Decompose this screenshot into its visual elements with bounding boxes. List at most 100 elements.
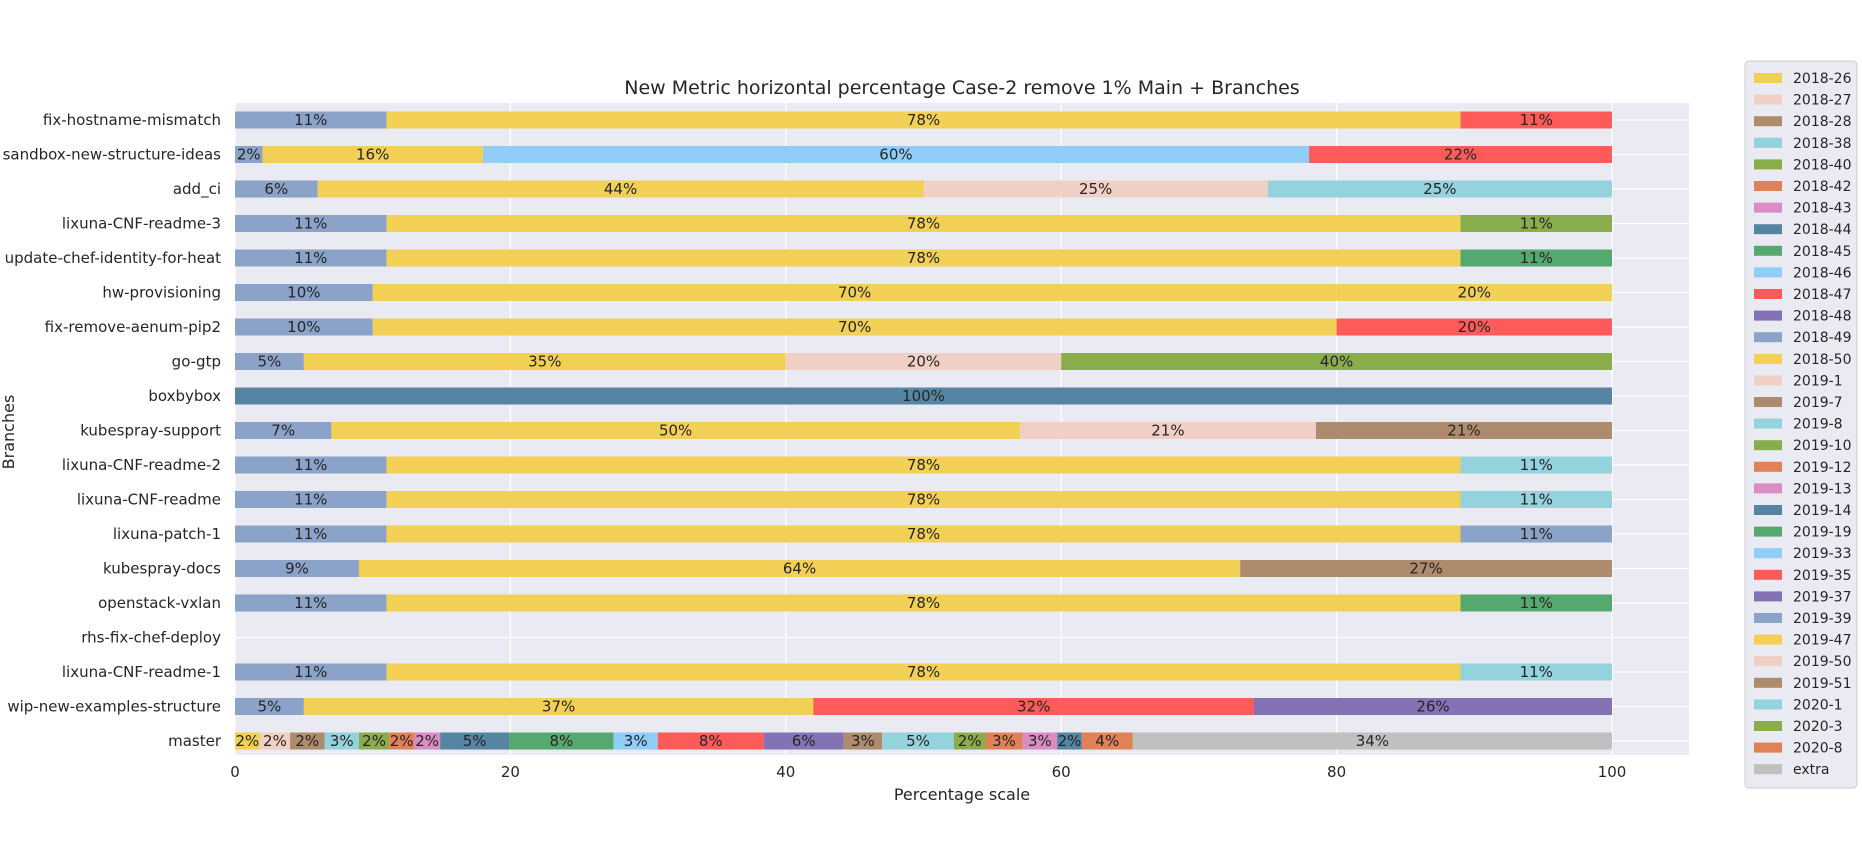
bar-data-label: 78% <box>907 456 940 474</box>
legend-label: 2018-47 <box>1793 287 1852 303</box>
legend-swatch <box>1754 461 1782 472</box>
bar-segment <box>235 732 260 750</box>
legend-label: 2018-45 <box>1793 244 1852 260</box>
legend-label: 2019-1 <box>1793 373 1843 389</box>
y-tick-label: fix-hostname-mismatch <box>43 111 221 129</box>
legend-swatch <box>1754 181 1782 191</box>
bar-data-label: 26% <box>1416 698 1449 716</box>
legend-swatch <box>1754 742 1782 753</box>
legend-label: 2018-26 <box>1793 71 1852 87</box>
y-axis-label: Branches <box>0 395 18 470</box>
bar-data-label: 2% <box>390 732 414 750</box>
legend-swatch <box>1754 202 1782 213</box>
legend-swatch <box>1754 289 1782 299</box>
legend-swatch <box>1754 418 1782 429</box>
legend-swatch <box>1754 634 1782 645</box>
bar-segment <box>1460 491 1612 508</box>
bar-segment <box>1081 732 1133 750</box>
bar-segment <box>235 560 359 577</box>
bar-data-label: 11% <box>294 491 327 509</box>
bar-data-label: 22% <box>1444 146 1477 164</box>
bar-segment <box>235 111 387 129</box>
legend-label: 2019-50 <box>1793 654 1852 670</box>
bar-data-label: 3% <box>992 732 1016 750</box>
legend-swatch <box>1754 721 1782 731</box>
legend-label: 2019-39 <box>1793 611 1852 627</box>
chart-title: New Metric horizontal percentage Case-2 … <box>624 77 1299 99</box>
bar-segment <box>482 146 1310 163</box>
legend-label: 2018-27 <box>1793 93 1852 109</box>
bar-data-label: 78% <box>907 594 940 612</box>
y-tick-label: kubespray-docs <box>103 560 221 578</box>
bar-data-label: 6% <box>792 732 816 750</box>
legend-label: 2019-14 <box>1793 503 1852 519</box>
legend-label: 2018-42 <box>1793 179 1852 195</box>
bar-segment <box>657 732 764 750</box>
bar-data-label: 7% <box>271 422 295 440</box>
legend-label: 2019-37 <box>1793 589 1852 605</box>
bar-data-label: 11% <box>1520 215 1553 233</box>
bar-segment <box>386 456 1461 474</box>
y-tick-label: hw-provisioning <box>102 284 221 302</box>
legend-swatch <box>1754 591 1782 602</box>
bar-data-label: 5% <box>258 353 282 371</box>
bar-segment <box>324 732 359 750</box>
bar-data-label: 11% <box>1520 491 1553 509</box>
bar-segment <box>235 525 387 543</box>
legend-swatch <box>1754 699 1782 710</box>
legend-swatch <box>1754 267 1782 278</box>
x-tick-label: 60 <box>1052 763 1071 781</box>
bar-data-label: 4% <box>1095 732 1119 750</box>
bar-data-label: 11% <box>294 525 327 543</box>
bar-data-label: 21% <box>1447 422 1480 440</box>
legend-label: 2018-44 <box>1793 222 1852 238</box>
bar-segment <box>389 732 415 750</box>
bar-segment <box>317 180 924 198</box>
bar-data-label: 2% <box>362 732 386 750</box>
x-axis-label: Percentage scale <box>894 785 1030 804</box>
bar-segment <box>1460 663 1612 681</box>
legend-label: 2018-46 <box>1793 265 1852 281</box>
bar-data-label: 11% <box>1520 663 1553 681</box>
bar-data-label: 25% <box>1079 180 1112 198</box>
bar-segment <box>235 594 387 612</box>
bar-data-label: 2% <box>295 732 319 750</box>
bar-segment <box>386 491 1461 508</box>
legend-label: 2019-8 <box>1793 417 1843 433</box>
bar-segment <box>358 732 390 750</box>
legend-label: 2018-40 <box>1793 157 1852 173</box>
bar-data-label: 32% <box>1017 698 1050 716</box>
bar-segment <box>235 284 373 301</box>
bar-segment <box>1019 422 1316 439</box>
bar-segment <box>235 491 387 508</box>
legend-swatch <box>1754 613 1782 623</box>
legend-swatch <box>1754 94 1782 105</box>
bar-segment <box>1460 111 1612 129</box>
legend-swatch <box>1754 677 1782 688</box>
bar-segment <box>235 318 373 336</box>
bar-data-label: 50% <box>659 422 692 440</box>
bar-data-label: 37% <box>542 698 575 716</box>
bar-data-label: 9% <box>285 560 309 578</box>
bar-data-label: 78% <box>907 111 940 129</box>
legend-swatch <box>1754 245 1782 256</box>
bar-data-label: 70% <box>838 284 871 302</box>
y-tick-label: lixuna-CNF-readme-1 <box>62 663 221 681</box>
x-tick-label: 100 <box>1598 763 1627 781</box>
y-tick-label: lixuna-CNF-readme-2 <box>62 456 221 474</box>
legend-swatch <box>1754 137 1782 148</box>
bar-segment <box>386 525 1461 543</box>
bar-data-label: 20% <box>1458 284 1491 302</box>
bar-segment <box>386 594 1461 612</box>
bar-segment <box>414 732 441 750</box>
bar-data-label: 40% <box>1320 353 1353 371</box>
bar-data-label: 5% <box>463 732 487 750</box>
bar-data-label: 11% <box>1520 456 1553 474</box>
legend-swatch <box>1754 116 1782 127</box>
bar-data-label: 11% <box>294 215 327 233</box>
x-tick-labels: 0 20 40 60 80 100 <box>230 763 1626 781</box>
bar-data-label: 35% <box>528 353 561 371</box>
bar-segment <box>386 111 1461 129</box>
bar-segment <box>1240 560 1612 577</box>
bar-data-label: 10% <box>287 284 320 302</box>
